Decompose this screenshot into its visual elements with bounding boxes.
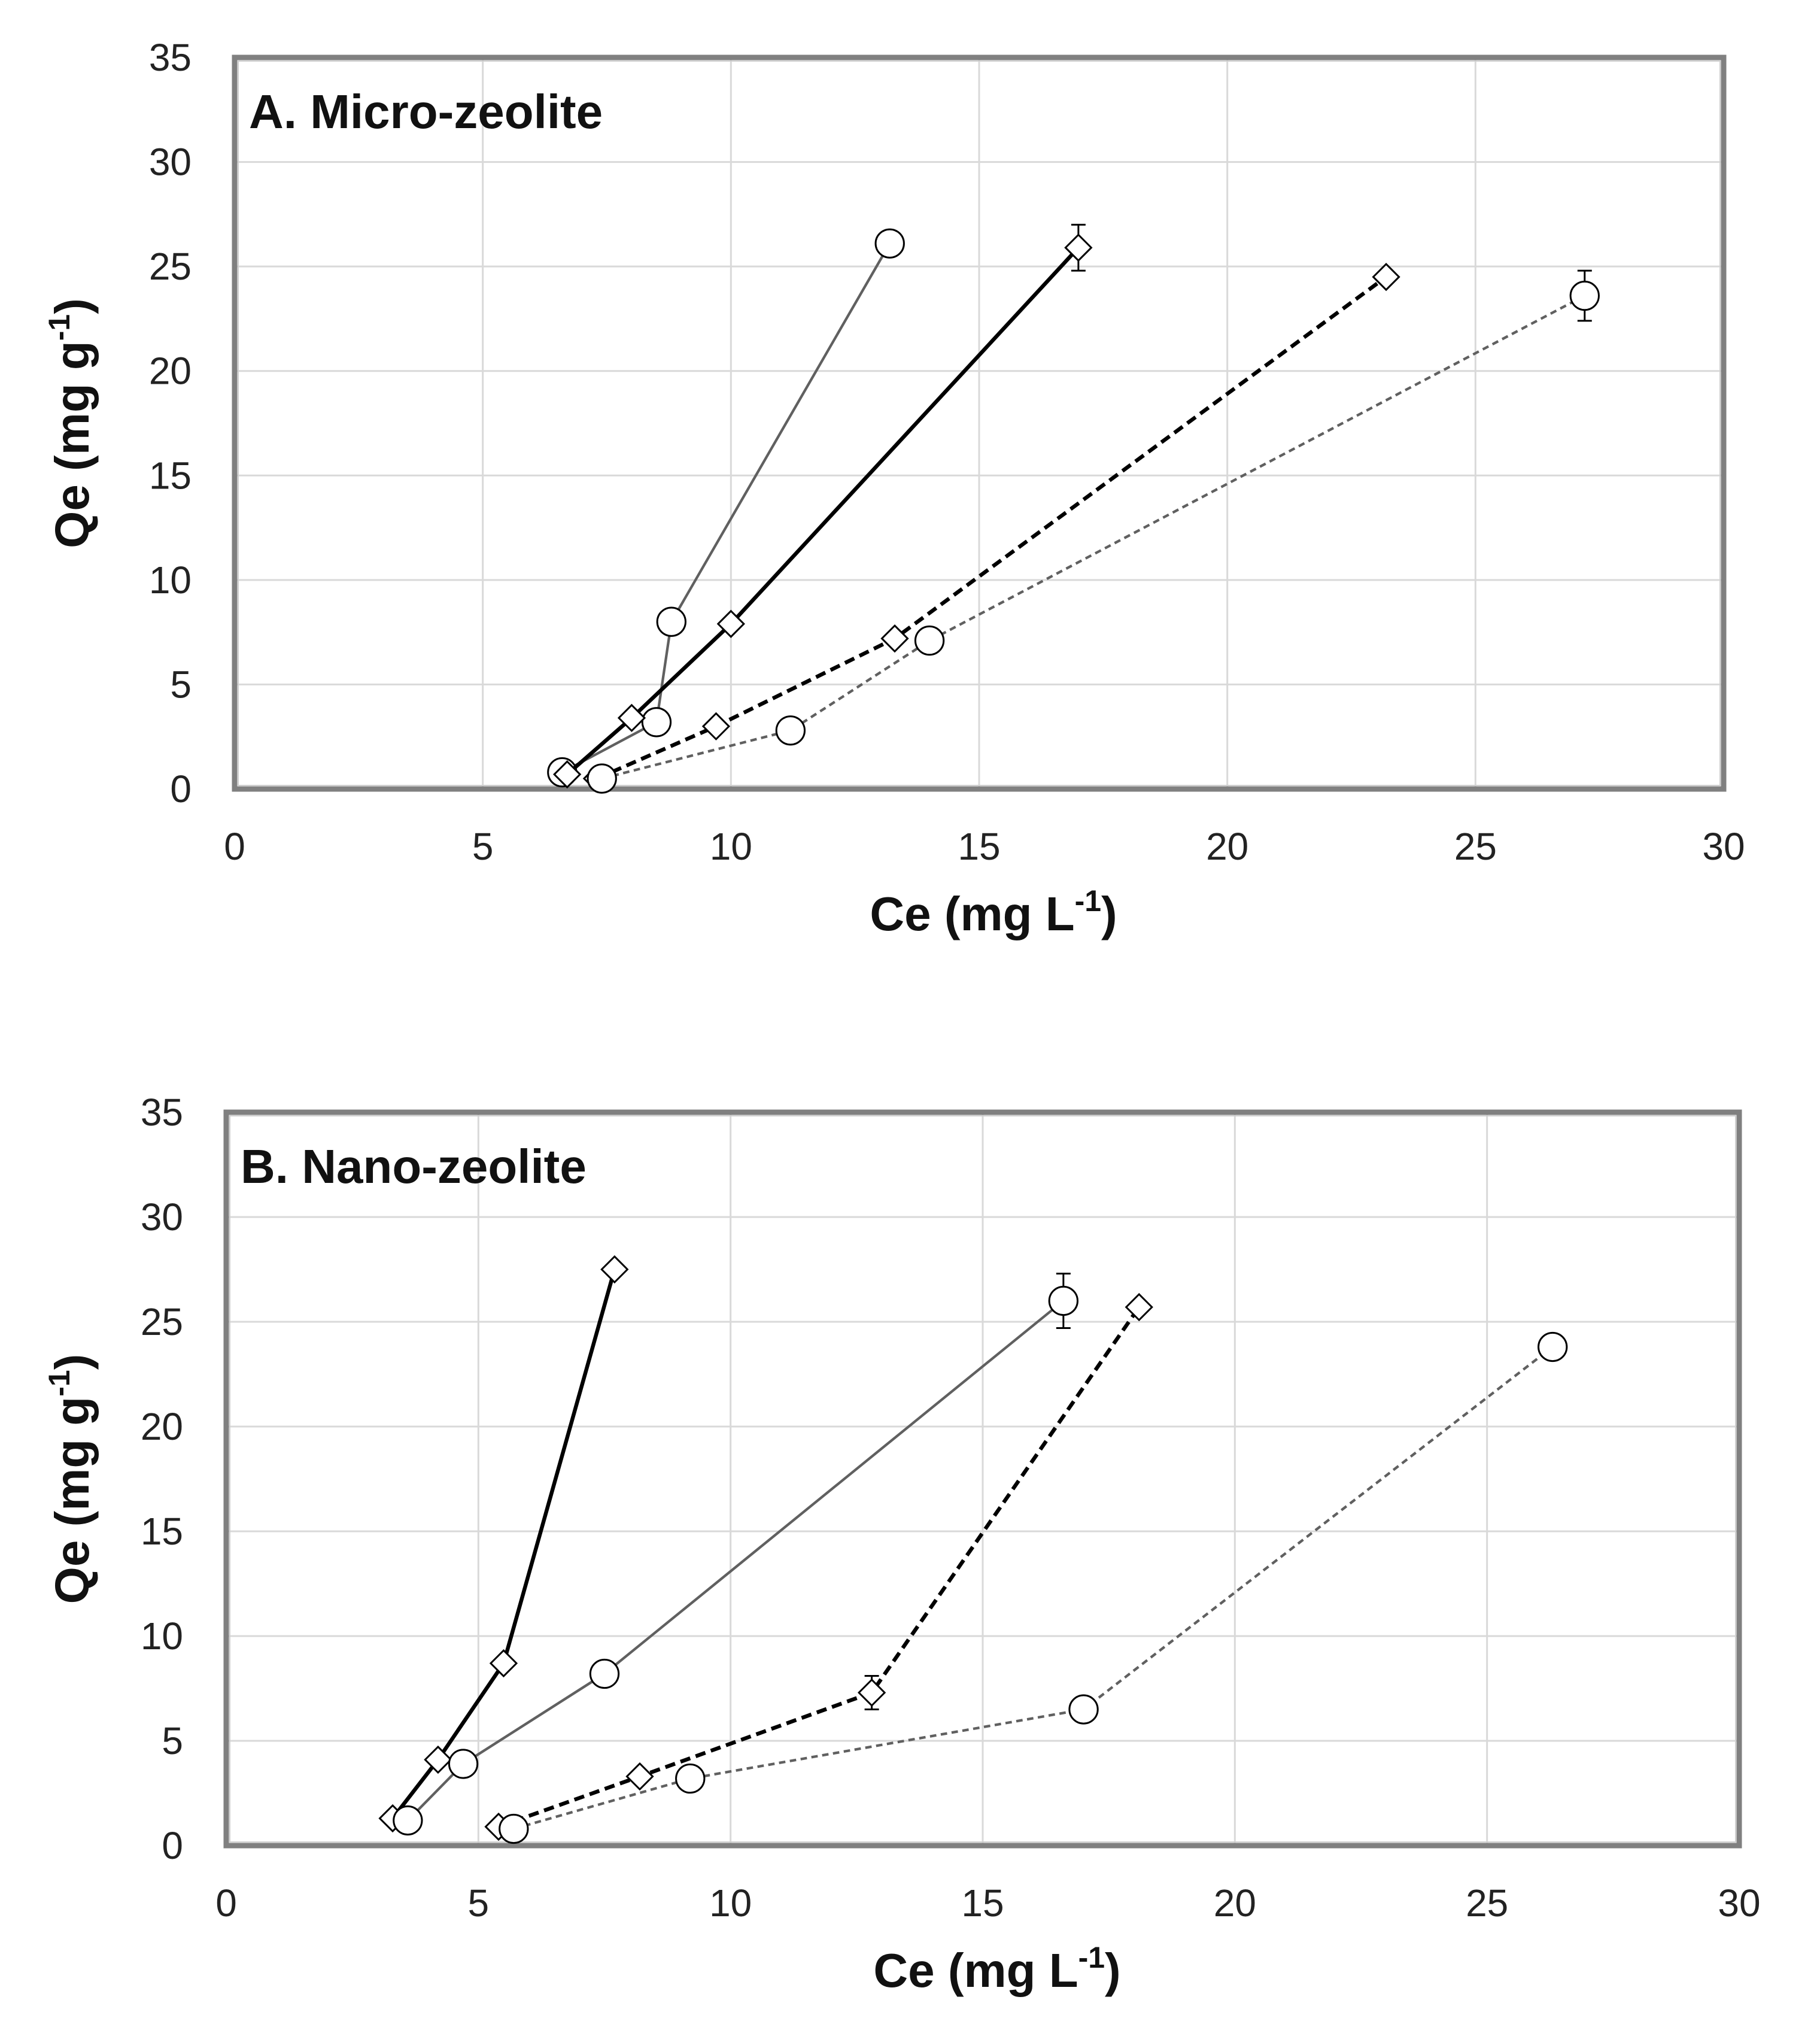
x-tick-label: 10 bbox=[709, 1882, 752, 1925]
y-tick-label: 0 bbox=[170, 767, 192, 811]
data-point-circle bbox=[1068, 1694, 1099, 1725]
data-point-circle bbox=[448, 1749, 479, 1779]
data-point-circle bbox=[1569, 280, 1600, 311]
y-tick-label: 15 bbox=[149, 454, 192, 497]
series-gray-solid-circle bbox=[547, 228, 905, 788]
y-axis-title-end: ) bbox=[45, 1354, 99, 1370]
y-tick-label: 30 bbox=[149, 141, 192, 184]
x-axis-title-end: ) bbox=[1101, 887, 1117, 940]
series-line bbox=[406, 1300, 1065, 1822]
data-point-diamond bbox=[1372, 262, 1400, 292]
x-tick-label: 20 bbox=[1206, 825, 1248, 868]
data-point-diamond bbox=[1125, 1292, 1153, 1322]
x-tick-label: 5 bbox=[468, 1882, 490, 1925]
series-black-solid-diamond bbox=[553, 223, 1093, 789]
y-tick-label: 30 bbox=[141, 1195, 183, 1239]
data-point-diamond bbox=[424, 1745, 452, 1774]
series-line bbox=[596, 275, 1387, 781]
x-axis-title-main: Ce (mg L bbox=[873, 1944, 1078, 1997]
x-tick-label: 30 bbox=[1702, 825, 1745, 868]
series-line bbox=[391, 1269, 616, 1820]
x-axis-title: Ce (mg L-1) bbox=[873, 1941, 1120, 1997]
series-line bbox=[497, 1306, 1141, 1829]
y-axis-title-main: Qe (mg g bbox=[45, 1397, 99, 1604]
y-tick-label: 20 bbox=[149, 350, 192, 393]
series-line bbox=[566, 246, 1080, 776]
x-axis-title-superscript: -1 bbox=[1078, 1941, 1105, 1974]
x-tick-label: 0 bbox=[224, 825, 245, 868]
data-point-circle bbox=[656, 606, 686, 637]
y-tick-label: 25 bbox=[149, 245, 192, 288]
x-tick-label: 20 bbox=[1214, 1882, 1256, 1925]
chart-title: B. Nano-zeolite bbox=[241, 1140, 587, 1193]
y-tick-label: 5 bbox=[170, 663, 192, 706]
y-tick-label: 35 bbox=[141, 1091, 183, 1134]
data-point-diamond bbox=[625, 1762, 654, 1791]
data-point-circle bbox=[499, 1813, 529, 1844]
y-tick-label: 5 bbox=[162, 1719, 183, 1762]
chart-panel-nano-zeolite: 0 5 10 15 20 25 30 0 5 10 15 20 25 30 35 B. Nano-zeolit… bbox=[42, 1091, 1761, 1997]
series-gray-solid-circle bbox=[393, 1273, 1079, 1836]
x-tick-label: 15 bbox=[958, 825, 1000, 868]
data-point-circle bbox=[587, 763, 617, 794]
data-point-circle bbox=[914, 625, 945, 656]
y-tick-label: 0 bbox=[162, 1824, 183, 1867]
series-line bbox=[513, 1346, 1554, 1831]
data-point-diamond bbox=[701, 712, 731, 741]
y-axis-title-end: ) bbox=[45, 298, 99, 314]
series-line bbox=[561, 242, 891, 773]
y-axis-title-superscript: -1 bbox=[42, 314, 76, 341]
chart-panel-micro-zeolite: 0 5 10 15 20 25 30 0 5 10 15 20 25 30 35 A. Micro-zeoli… bbox=[42, 36, 1745, 940]
data-point-diamond bbox=[553, 760, 582, 789]
plot-frame-inner bbox=[238, 60, 1721, 786]
series-gray-dashed-circle bbox=[587, 269, 1600, 794]
x-tick-label: 0 bbox=[215, 1882, 237, 1925]
data-point-circle bbox=[1538, 1331, 1568, 1362]
x-tick-label: 10 bbox=[710, 825, 752, 868]
data-point-diamond bbox=[716, 609, 745, 638]
y-tick-label: 10 bbox=[149, 559, 192, 602]
y-tick-label: 15 bbox=[141, 1510, 183, 1553]
y-tick-label: 25 bbox=[141, 1300, 183, 1343]
x-axis-title: Ce (mg L-1) bbox=[870, 884, 1117, 940]
data-point-diamond bbox=[489, 1649, 518, 1678]
plot-frame bbox=[223, 1109, 1742, 1849]
y-axis-title: Qe (mg g-1) bbox=[42, 1354, 99, 1604]
x-tick-label: 25 bbox=[1466, 1882, 1508, 1925]
y-tick-label: 35 bbox=[149, 36, 192, 79]
data-point-circle bbox=[775, 715, 806, 746]
data-point-circle bbox=[641, 707, 672, 738]
x-axis-title-main: Ce (mg L bbox=[870, 887, 1074, 940]
x-tick-label: 5 bbox=[472, 825, 494, 868]
y-axis-title-main: Qe (mg g bbox=[45, 341, 99, 548]
data-point-circle bbox=[393, 1805, 423, 1836]
plot-frame bbox=[232, 54, 1727, 792]
y-tick-label: 20 bbox=[141, 1405, 183, 1448]
data-point-circle bbox=[675, 1763, 706, 1794]
data-point-diamond bbox=[857, 1678, 886, 1707]
data-point-circle bbox=[589, 1658, 620, 1689]
data-point-circle bbox=[1048, 1285, 1079, 1316]
x-tick-label: 15 bbox=[961, 1882, 1004, 1925]
data-point-diamond bbox=[600, 1255, 629, 1284]
data-point-diamond bbox=[617, 703, 646, 732]
chart-title: A. Micro-zeolite bbox=[249, 85, 603, 138]
x-tick-label: 30 bbox=[1718, 1882, 1760, 1925]
series-gray-dashed-circle bbox=[499, 1331, 1568, 1844]
x-axis-title-superscript: -1 bbox=[1075, 884, 1101, 918]
y-tick-label: 10 bbox=[141, 1615, 183, 1658]
y-axis-title-superscript: -1 bbox=[42, 1370, 76, 1396]
plot-frame-inner bbox=[229, 1115, 1736, 1843]
y-axis-title: Qe (mg g-1) bbox=[42, 298, 99, 548]
data-point-circle bbox=[874, 228, 905, 259]
x-axis-title-end: ) bbox=[1105, 1944, 1121, 1997]
data-point-diamond bbox=[1064, 233, 1093, 262]
series-line bbox=[601, 295, 1585, 780]
data-point-diamond bbox=[880, 624, 909, 653]
x-tick-label: 25 bbox=[1454, 825, 1497, 868]
